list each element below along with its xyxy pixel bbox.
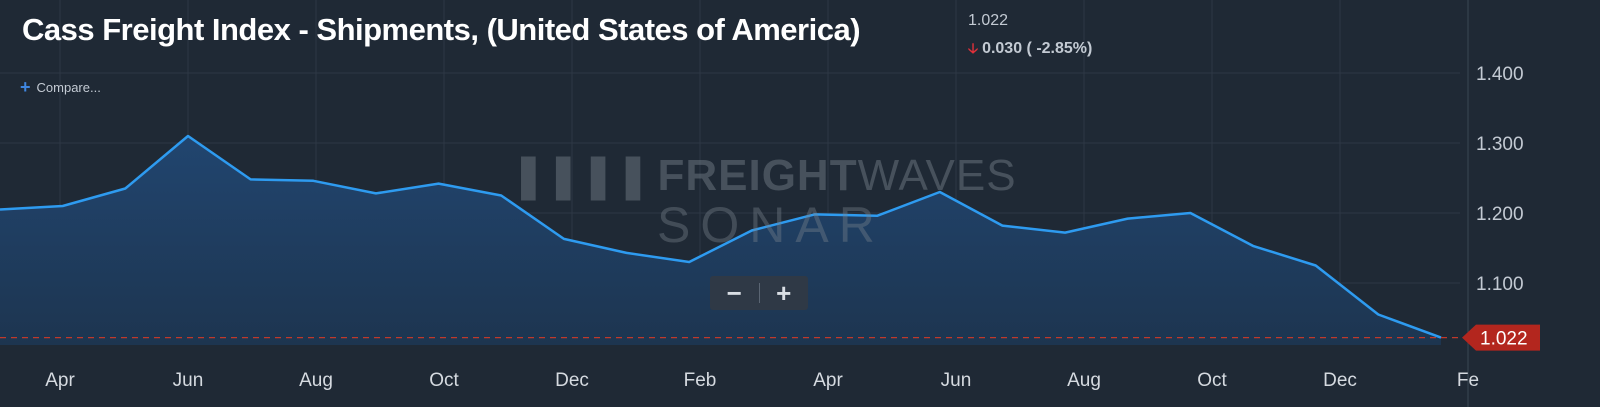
x-tick-label: Aug [299,370,333,391]
arrow-down-icon: 🡣 [968,40,979,56]
current-value-badge: 1.022 [1462,324,1540,351]
zoom-in-button[interactable]: + [760,276,809,310]
chart-title: Cass Freight Index - Shipments, (United … [22,12,861,47]
last-value: 1.022 [968,12,1009,29]
zoom-separator [758,283,760,303]
change-value: 0.030 ( -2.85%) [982,40,1093,57]
x-tick-label: Feb [684,370,717,391]
series-area [0,136,1441,345]
y-tick-label: 1.200 [1476,204,1524,225]
compare-label: Compare... [36,80,101,95]
x-tick-label: Jun [173,370,204,391]
change-readout: 🡣 0.030 ( -2.85%) [968,38,1092,62]
x-tick-label: Fe [1457,370,1479,391]
x-tick-label: Apr [813,370,843,391]
y-tick-label: 1.400 [1476,64,1524,85]
brand-bold: FREIGHT [657,151,858,200]
x-tick-label: Aug [1067,370,1101,391]
x-tick-label: Dec [555,370,589,391]
zoom-control: − + [710,276,808,310]
freightwaves-watermark: ❚❚❚❚ FREIGHTWAVES [510,150,1017,201]
x-axis-labels: Apr Jun Aug Oct Dec Feb Apr Jun Aug Oct Dec Fe [45,370,1479,391]
y-tick-label: 1.100 [1476,274,1524,295]
y-axis-labels: 1.100 1.200 1.300 1.400 [1476,64,1524,295]
zoom-out-button[interactable]: − [710,276,759,310]
y-tick-label: 1.300 [1476,134,1524,155]
current-value-label: 1.022 [1480,329,1528,350]
x-tick-label: Jun [941,370,972,391]
compare-button[interactable]: + Compare... [20,77,101,98]
barcode-logo-icon: ❚❚❚❚ [510,151,651,200]
plus-icon: + [20,77,31,97]
x-tick-label: Dec [1323,370,1357,391]
current-value-badge-shape [1462,324,1540,351]
x-tick-label: Apr [45,370,75,391]
x-tick-label: Oct [1197,370,1227,391]
sonar-watermark: SONAR [657,197,885,253]
x-tick-label: Oct [429,370,459,391]
brand-light: WAVES [857,151,1017,200]
series-line [0,134,1442,339]
